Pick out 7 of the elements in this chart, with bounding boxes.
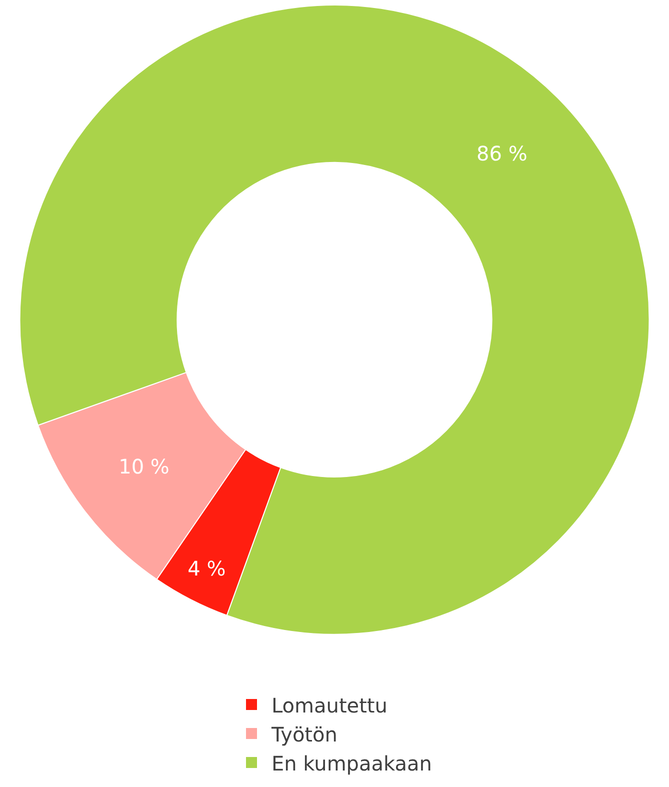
- legend-label: Työtön: [270, 722, 338, 746]
- legend-label: En kumpaakaan: [272, 751, 432, 776]
- donut-slice: [20, 4, 650, 635]
- legend-label: Lomautettu: [272, 693, 388, 718]
- data-label: 86 %: [476, 141, 528, 166]
- data-label: 4 %: [188, 556, 226, 580]
- data-label: 10 %: [118, 454, 170, 478]
